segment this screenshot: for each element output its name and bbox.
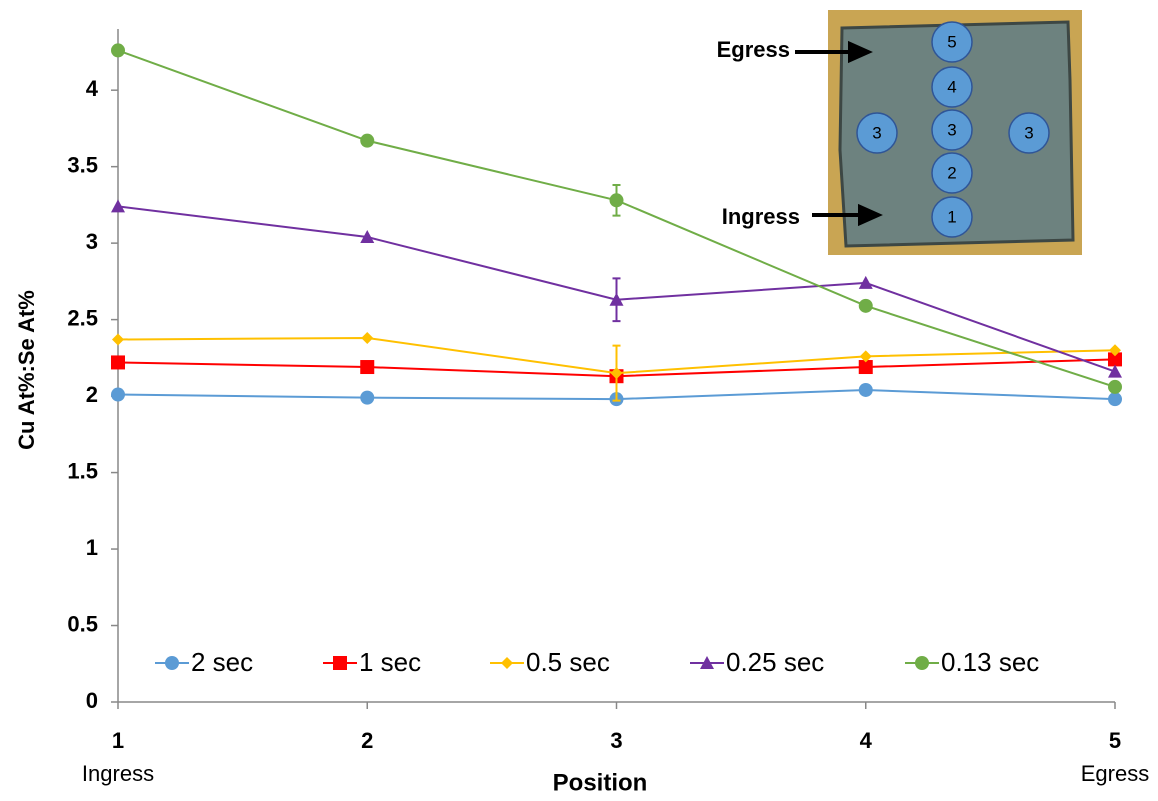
- legend-marker: [333, 656, 347, 670]
- marker: [111, 355, 125, 369]
- y-tick-label: 2: [86, 382, 98, 407]
- marker: [1108, 380, 1122, 394]
- legend-label: 0.13 sec: [941, 647, 1039, 677]
- legend-label: 2 sec: [191, 647, 253, 677]
- marker: [360, 360, 374, 374]
- inset-spot-label: 4: [947, 77, 956, 96]
- marker: [610, 193, 624, 207]
- legend-label: 0.25 sec: [726, 647, 824, 677]
- x-tick-label: 4: [860, 728, 873, 753]
- marker: [111, 43, 125, 57]
- inset-spot-label: 3: [1024, 123, 1033, 142]
- inset-spot-label: 2: [947, 163, 956, 182]
- x-tick-sublabel: Egress: [1081, 761, 1149, 786]
- legend-marker: [165, 656, 179, 670]
- chart: Cu At%:Se At% Position Egress Ingress 0 0…: [0, 0, 1158, 801]
- y-tick-label: 3: [86, 229, 98, 254]
- y-tick-label: 2.5: [67, 305, 98, 330]
- marker: [1108, 365, 1122, 378]
- inset-spot-label: 3: [947, 120, 956, 139]
- marker: [360, 391, 374, 405]
- legend-marker: [501, 657, 513, 669]
- y-tick-label: 1.5: [67, 458, 98, 483]
- x-tick-label: 3: [610, 728, 622, 753]
- egress-label: Egress: [717, 37, 790, 62]
- x-tick-label: 2: [361, 728, 373, 753]
- x-tick-sublabel: Ingress: [82, 761, 154, 786]
- y-axis-label: Cu At%:Se At%: [14, 290, 39, 450]
- y-tick-label: 0: [86, 688, 98, 713]
- y-tick-label: 4: [86, 76, 99, 101]
- marker: [859, 299, 873, 313]
- marker: [111, 388, 125, 402]
- marker: [361, 332, 373, 344]
- inset-spot-label: 1: [947, 207, 956, 226]
- marker: [859, 383, 873, 397]
- inset-spot-label: 3: [872, 123, 881, 142]
- ingress-label: Ingress: [722, 204, 800, 229]
- legend-label: 1 sec: [359, 647, 421, 677]
- x-axis-label: Position: [553, 769, 648, 796]
- inset-spot-label: 5: [947, 32, 956, 51]
- legend-marker: [915, 656, 929, 670]
- marker: [360, 134, 374, 148]
- y-tick-label: 0.5: [67, 611, 98, 636]
- marker: [112, 333, 124, 345]
- y-tick-label: 3.5: [67, 152, 98, 177]
- marker: [111, 199, 125, 212]
- x-tick-label: 1: [112, 728, 124, 753]
- x-tick-label: 5: [1109, 728, 1121, 753]
- legend-label: 0.5 sec: [526, 647, 610, 677]
- marker: [1108, 392, 1122, 406]
- y-tick-label: 1: [86, 535, 98, 560]
